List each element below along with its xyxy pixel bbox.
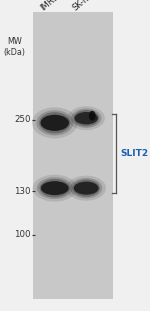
- Text: IMR32: IMR32: [38, 0, 64, 12]
- Bar: [33, 12, 112, 299]
- Ellipse shape: [36, 110, 73, 136]
- Ellipse shape: [70, 178, 102, 198]
- Ellipse shape: [66, 176, 106, 201]
- Text: SK-N-AS: SK-N-AS: [71, 0, 103, 12]
- Ellipse shape: [68, 106, 105, 130]
- Text: 100: 100: [14, 230, 31, 239]
- Ellipse shape: [71, 109, 101, 128]
- Text: 130: 130: [14, 187, 31, 196]
- Text: 250: 250: [14, 115, 31, 124]
- Ellipse shape: [32, 107, 78, 138]
- Text: MW
(kDa): MW (kDa): [3, 37, 25, 57]
- Ellipse shape: [73, 179, 100, 197]
- Ellipse shape: [89, 111, 96, 121]
- Ellipse shape: [74, 182, 99, 195]
- Ellipse shape: [39, 112, 70, 133]
- Ellipse shape: [39, 179, 70, 197]
- Ellipse shape: [37, 177, 73, 199]
- Ellipse shape: [40, 115, 69, 131]
- Ellipse shape: [75, 112, 98, 124]
- Ellipse shape: [41, 181, 69, 195]
- Ellipse shape: [74, 110, 99, 126]
- Text: SLIT2: SLIT2: [120, 150, 148, 158]
- Ellipse shape: [33, 175, 77, 202]
